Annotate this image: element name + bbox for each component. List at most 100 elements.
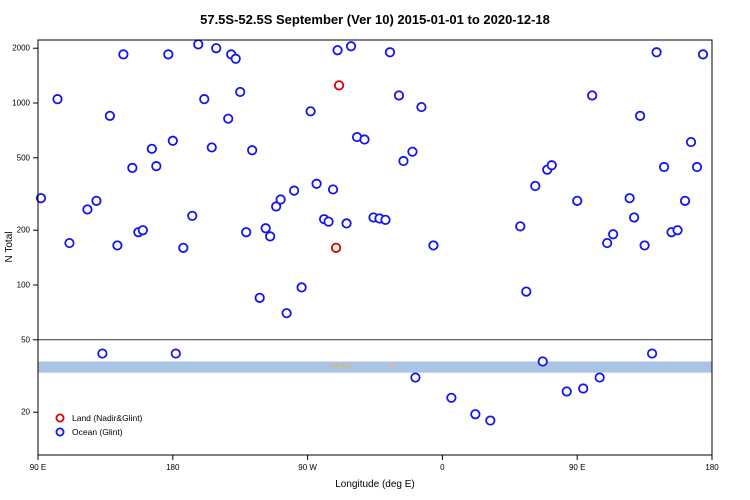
ocean-point (137, 225, 148, 236)
ocean-point (587, 90, 598, 101)
ocean-point (639, 240, 650, 251)
ocean-point (561, 386, 572, 397)
ocean-point (546, 160, 557, 171)
legend-marker-icon (55, 427, 65, 437)
ocean-point (624, 193, 635, 204)
ocean-point (82, 204, 93, 215)
ocean-point (658, 161, 670, 173)
ocean-point (52, 94, 63, 105)
ocean-point (380, 214, 391, 225)
ocean-point (146, 143, 157, 154)
y-tick-label: 2000 (12, 44, 30, 53)
ocean-point (332, 45, 343, 56)
legend-label: Ocean (Glint) (72, 427, 123, 437)
ocean-point (327, 184, 339, 195)
ocean-point (341, 218, 352, 229)
ocean-point (271, 201, 282, 212)
ocean-point (91, 195, 102, 206)
ocean-point (646, 348, 658, 359)
x-tick-label: 90 E (30, 463, 46, 472)
x-tick-label: 90 E (569, 463, 585, 472)
ocean-point (187, 210, 198, 221)
data-points-layer (35, 39, 709, 426)
ocean-point (311, 178, 322, 189)
ocean-point (223, 113, 234, 124)
ocean-point (206, 142, 217, 153)
legend: Land (Nadir&Glint) Ocean (Glint) (55, 413, 143, 437)
ocean-point (235, 86, 246, 98)
ocean-point (602, 237, 613, 249)
x-tick-label: 180 (705, 463, 719, 472)
land-point (330, 242, 342, 253)
ocean-point (398, 155, 409, 167)
ocean-point (64, 237, 75, 249)
ocean-point (211, 43, 222, 54)
ocean-point (230, 53, 241, 64)
ocean-point (167, 135, 178, 146)
legend-label: Land (Nadir&Glint) (72, 413, 143, 423)
band-dot (346, 365, 350, 369)
ocean-point (260, 223, 271, 234)
ocean-point (178, 242, 189, 253)
ocean-point (275, 194, 286, 205)
ocean-point (446, 392, 457, 403)
ocean-point (691, 161, 703, 173)
ocean-point (104, 110, 115, 121)
x-tick-label: 0 (440, 463, 445, 472)
x-tick-label: 90 W (298, 463, 317, 472)
ocean-point (485, 415, 496, 426)
y-tick-label: 200 (17, 226, 31, 235)
y-tick-label: 500 (17, 153, 31, 162)
ocean-point (247, 145, 258, 156)
y-tick-label: 50 (21, 335, 30, 344)
ocean-point (359, 134, 370, 145)
ocean-point (241, 227, 252, 238)
ocean-point (170, 348, 181, 359)
ocean-point (416, 101, 427, 113)
y-axis-title: N Total (4, 232, 15, 263)
ocean-point (199, 94, 210, 105)
ocean-point (118, 49, 129, 60)
plot-border (37, 39, 713, 456)
ocean-point (428, 240, 439, 251)
band-dot (342, 364, 346, 368)
ocean-point (345, 41, 357, 52)
ocean-point (281, 308, 292, 319)
ocean-point (679, 195, 691, 206)
ocean-point (578, 383, 589, 394)
ocean-point (151, 161, 162, 172)
ocean-point (635, 110, 646, 121)
ocean-point (393, 90, 405, 101)
ocean-point (672, 225, 683, 236)
ocean-point (254, 292, 265, 303)
ocean-point (629, 212, 640, 223)
y-tick-label: 1000 (12, 99, 30, 108)
ocean-point (323, 216, 334, 227)
ocean-point (127, 162, 138, 173)
ocean-point (289, 185, 300, 196)
ocean-point (697, 49, 709, 60)
ocean-point (572, 195, 583, 206)
ocean-point (530, 180, 541, 192)
legend-marker-icon (55, 413, 65, 423)
ocean-point (35, 193, 47, 204)
x-tick-label: 180 (166, 463, 180, 472)
ocean-point (407, 146, 418, 157)
ocean-point (97, 348, 108, 359)
ocean-point (296, 282, 307, 293)
y-tick-label: 20 (21, 408, 30, 417)
ocean-point (537, 356, 548, 367)
ocean-point (112, 240, 123, 251)
highlight-band (38, 361, 712, 373)
ocean-point (594, 372, 605, 383)
ocean-point (521, 286, 532, 297)
ocean-point (515, 221, 526, 232)
band-dot (336, 363, 340, 367)
x-axis-title: Longitude (deg E) (335, 479, 415, 490)
ocean-point (470, 409, 481, 420)
land-point (333, 80, 345, 91)
band-dot (389, 364, 393, 368)
ocean-point (163, 49, 174, 60)
ocean-point (685, 136, 697, 148)
